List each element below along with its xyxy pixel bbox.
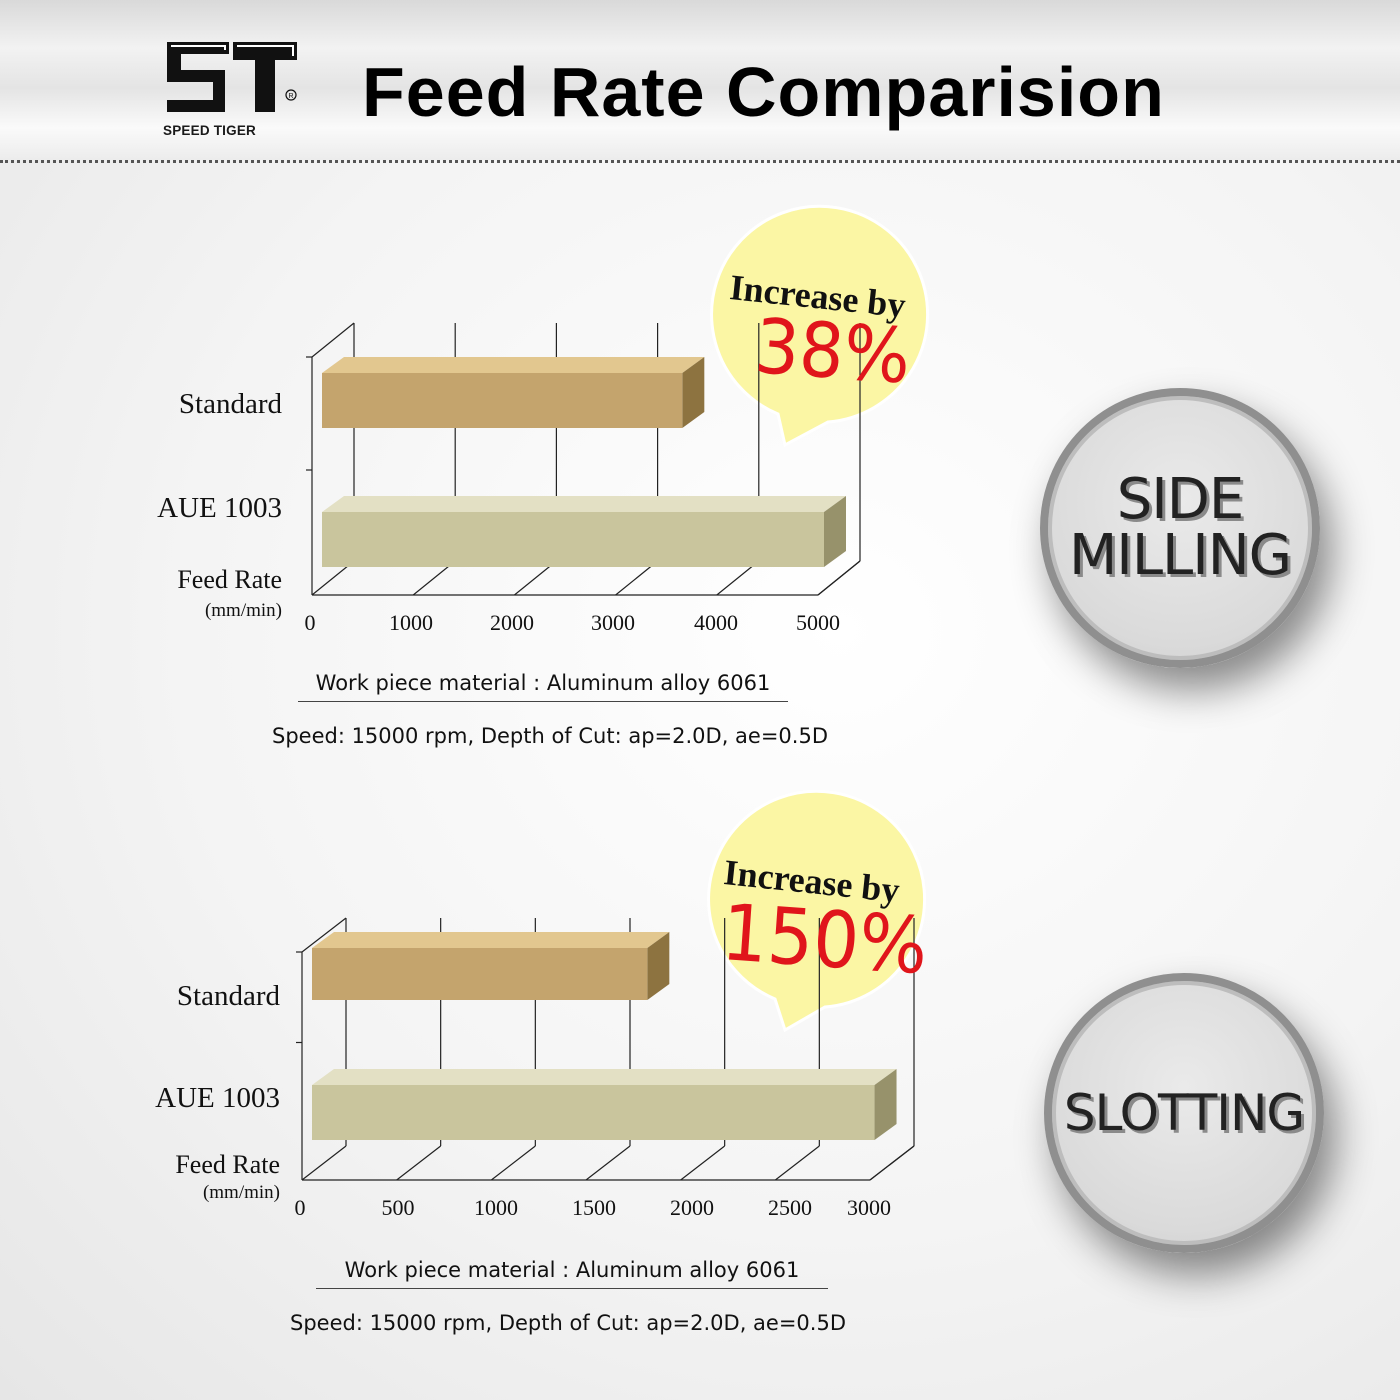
bar-side-standard <box>647 932 670 1000</box>
x-tick-label: 1500 <box>572 1195 616 1220</box>
x-tick-label: 1000 <box>474 1195 518 1220</box>
x-tick-label: 2000 <box>670 1195 714 1220</box>
x-tick-label: 0 <box>295 1195 306 1220</box>
bar-top-standard <box>322 357 705 373</box>
bar-top-standard <box>312 932 670 948</box>
page-title: Feed Rate Comparision <box>362 53 1165 131</box>
highlight-bubble <box>710 204 930 448</box>
x-axis-depth <box>869 1145 915 1181</box>
speed-tiger-logo: R <box>167 42 297 112</box>
bar-top-aue-1003 <box>312 1069 897 1085</box>
x-tick-label: 3000 <box>591 610 635 635</box>
category-label-standard: Standard <box>176 980 280 1012</box>
bar-standard <box>322 373 683 428</box>
badge-label: SIDE MILLING <box>1068 467 1292 588</box>
x-tick-label: 3000 <box>847 1195 891 1220</box>
floor-line <box>490 1145 536 1181</box>
slotting-chart: 0 500 1000 1500 2000 2500 3000 <box>295 789 927 1220</box>
highlight-bubble <box>707 789 927 1033</box>
x-tick-label: 2500 <box>768 1195 812 1220</box>
conditions-note: Speed: 15000 rpm, Depth of Cut: ap=2.0D,… <box>271 724 828 748</box>
x-axis-depth <box>817 560 861 596</box>
bar-top-aue-1003 <box>322 496 846 512</box>
floor-line <box>585 1145 631 1181</box>
svg-text:R: R <box>289 93 294 100</box>
x-tick-label: 1000 <box>389 610 433 635</box>
x-tick-label: 2000 <box>490 610 534 635</box>
x-tick-label: 500 <box>382 1195 415 1220</box>
logo-wordmark: SPEED TIGER <box>163 123 256 138</box>
header-divider <box>0 160 1400 163</box>
material-note: Work piece material : Aluminum alloy 606… <box>298 671 788 702</box>
floor-line <box>774 1145 820 1181</box>
header-band <box>0 0 1400 160</box>
floor-line <box>680 1145 726 1181</box>
slotting-badge: SLOTTING <box>1044 973 1324 1253</box>
floor-line <box>396 1145 442 1181</box>
bar-aue-1003 <box>322 512 824 567</box>
increase-percent: 150% <box>718 886 931 992</box>
x-tick-label: 0 <box>305 610 316 635</box>
category-label-aue: AUE 1003 <box>155 1082 280 1114</box>
bar-standard <box>312 948 648 1000</box>
conditions-note: Speed: 15000 rpm, Depth of Cut: ap=2.0D,… <box>289 1311 846 1335</box>
increase-percent: 38% <box>751 301 914 402</box>
badge-label: SLOTTING <box>1063 1084 1305 1142</box>
side-milling-badge: SIDE MILLING <box>1040 388 1320 668</box>
unit-label: (mm/min) <box>202 1182 280 1203</box>
y-axis-depth <box>311 322 355 358</box>
material-note: Work piece material : Aluminum alloy 606… <box>316 1258 828 1289</box>
side-milling-chart: 0 1000 2000 3000 4000 5000 <box>305 204 930 635</box>
bar-side-aue-1003 <box>874 1069 897 1140</box>
x-tick-label: 5000 <box>796 610 840 635</box>
x-tick-label: 4000 <box>694 610 738 635</box>
bar-side-standard <box>682 357 705 428</box>
unit-label: (mm/min) <box>204 600 282 621</box>
bar-side-aue-1003 <box>824 496 846 567</box>
y-axis-depth <box>301 917 347 953</box>
category-label-aue: AUE 1003 <box>157 492 282 524</box>
floor-line <box>301 1145 347 1181</box>
feed-rate-label: Feed Rate <box>177 565 282 594</box>
feed-rate-label: Feed Rate <box>175 1150 280 1179</box>
bar-aue-1003 <box>312 1085 875 1140</box>
category-label-standard: Standard <box>178 388 282 420</box>
